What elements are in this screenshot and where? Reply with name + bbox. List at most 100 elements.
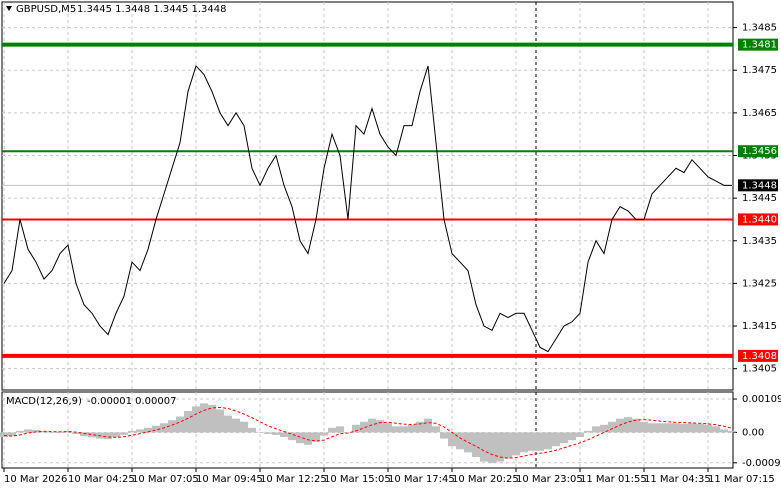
macd-bar	[208, 404, 216, 433]
symbol-title: GBPUSD,M5	[16, 4, 76, 15]
y-tick-label: 1.3415	[742, 321, 777, 332]
macd-bar	[72, 432, 80, 434]
macd-bar	[48, 432, 56, 433]
menu-arrow	[6, 6, 12, 11]
macd-bar	[112, 432, 120, 438]
macd-bar	[88, 432, 96, 438]
macd-bar	[248, 427, 256, 433]
macd-bar	[464, 432, 472, 453]
macd-bar	[64, 430, 72, 433]
macd-bar	[648, 423, 656, 433]
macd-bar	[392, 426, 400, 433]
macd-title: MACD(12,26,9)	[6, 396, 82, 407]
x-tick-label: 10 Mar 12:25	[260, 474, 327, 485]
macd-bar	[544, 432, 552, 450]
level-label-box	[738, 145, 778, 158]
macd-bar	[424, 418, 432, 433]
macd-bar	[632, 418, 640, 433]
current-price-label: 1.3448	[742, 180, 777, 191]
macd-bar	[608, 421, 616, 433]
y-tick-label: 1.3425	[742, 278, 777, 289]
macd-bar	[440, 432, 448, 439]
level-label: 1.3408	[742, 351, 777, 362]
signal-line	[3, 406, 733, 459]
x-tick-label: 10 Mar 2026	[4, 474, 67, 485]
main-panel-border	[1, 1, 734, 391]
macd-bar	[152, 425, 160, 433]
macd-bar	[0, 432, 8, 438]
macd-bar	[728, 430, 736, 433]
macd-bar	[680, 423, 688, 433]
macd-bar	[288, 432, 296, 441]
macd-bar	[432, 426, 440, 433]
macd-bar	[16, 430, 24, 433]
macd-bar	[128, 430, 136, 433]
macd-bar	[688, 423, 696, 433]
macd-bar	[536, 432, 544, 451]
macd-bar	[304, 432, 312, 445]
x-tick-label: 11 Mar 01:55	[580, 474, 647, 485]
macd-bar	[296, 432, 304, 444]
macd-bar	[704, 424, 712, 433]
macd-bar	[320, 432, 328, 436]
macd-bar	[568, 432, 576, 441]
y-tick-label: 1.3465	[742, 108, 777, 119]
macd-bar	[312, 432, 320, 442]
price-line	[3, 64, 732, 353]
macd-bar	[368, 418, 376, 433]
level-label: 1.3456	[742, 146, 777, 157]
macd-bar	[352, 424, 360, 433]
macd-bar	[528, 432, 536, 451]
macd-bar	[576, 432, 584, 438]
macd-panel-border	[1, 391, 734, 469]
macd-bar	[376, 420, 384, 433]
macd-bar	[224, 415, 232, 433]
macd-bar	[560, 432, 568, 444]
y-tick-label: 1.3435	[742, 236, 777, 247]
macd-bar	[360, 421, 368, 433]
macd-bar	[264, 432, 272, 434]
macd-bar	[216, 409, 224, 433]
macd-bar	[408, 424, 416, 433]
macd-bar	[416, 421, 424, 433]
macd-bar	[456, 432, 464, 450]
y-tick-label: 0.00109	[742, 394, 781, 405]
macd-readout: -0.00001 0.00007	[87, 396, 177, 407]
macd-bar	[240, 421, 248, 433]
macd-bar	[672, 423, 680, 433]
macd-bar	[384, 423, 392, 433]
macd-bar	[256, 432, 264, 433]
x-tick-label: 10 Mar 23:05	[516, 474, 583, 485]
macd-bar	[656, 423, 664, 433]
current-price-box	[738, 179, 778, 192]
y-tick-label: -0.00099	[742, 458, 781, 469]
y-tick-label: 1.3475	[742, 65, 777, 76]
x-tick-label: 10 Mar 09:45	[196, 474, 263, 485]
macd-bar	[8, 432, 16, 437]
macd-bar	[488, 432, 496, 464]
macd-bar	[664, 423, 672, 433]
macd-bar	[552, 432, 560, 447]
macd-bar	[328, 427, 336, 433]
macd-bar	[496, 432, 504, 462]
macd-bar	[192, 406, 200, 433]
macd-bar	[584, 430, 592, 433]
macd-bar	[336, 426, 344, 433]
macd-bar	[40, 431, 48, 433]
macd-bar	[512, 432, 520, 456]
x-tick-label: 10 Mar 07:05	[132, 474, 199, 485]
macd-bar	[136, 429, 144, 433]
y-tick-label: 1.3405	[742, 364, 777, 375]
macd-bar	[184, 411, 192, 433]
macd-bar	[400, 426, 408, 433]
level-label: 1.3440	[742, 214, 777, 225]
x-tick-label: 10 Mar 15:05	[324, 474, 391, 485]
macd-bar	[24, 429, 32, 433]
y-tick-label: 0.00	[742, 427, 764, 438]
x-tick-label: 11 Mar 04:35	[644, 474, 711, 485]
ohlc-readout: 1.3445 1.3448 1.3445 1.3448	[77, 4, 227, 15]
macd-bar	[696, 423, 704, 433]
macd-bar	[720, 429, 728, 433]
x-tick-label: 11 Mar 07:15	[708, 474, 775, 485]
